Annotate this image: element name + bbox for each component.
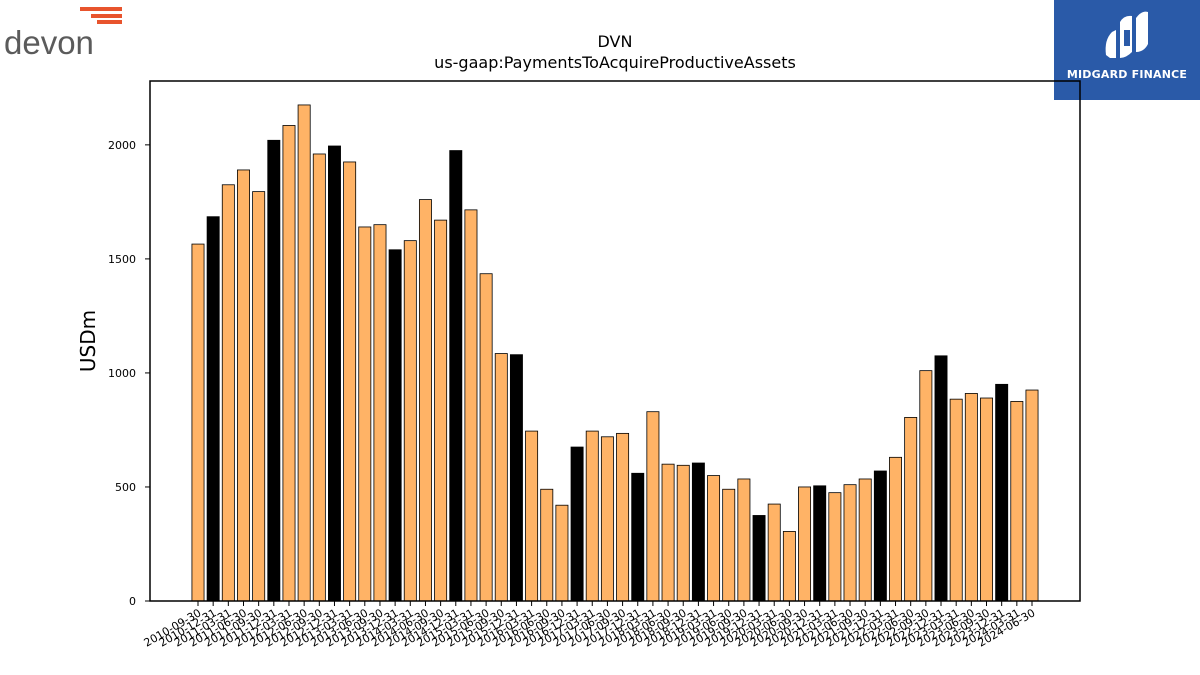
bar — [328, 145, 341, 602]
bar — [646, 411, 660, 602]
bar — [661, 463, 675, 602]
bar — [600, 436, 614, 602]
bar — [282, 125, 296, 602]
bar — [752, 515, 766, 602]
devon-logo: devon — [0, 0, 130, 70]
bars-group — [191, 104, 1039, 602]
y-tick-label: 0 — [129, 595, 136, 608]
bar — [843, 484, 857, 602]
bar — [267, 139, 281, 602]
bar — [616, 432, 630, 602]
bar — [540, 488, 554, 602]
bar — [252, 191, 266, 602]
midgard-finance-logo: MIDGARD FINANCE — [1054, 0, 1200, 100]
y-tick-label: 1500 — [108, 253, 136, 266]
bar — [388, 249, 402, 602]
bar — [479, 273, 493, 602]
chart-title-block: DVN us-gaap:PaymentsToAcquireProductiveA… — [150, 31, 1080, 73]
bar — [221, 184, 235, 602]
bar — [555, 504, 569, 602]
bar — [358, 226, 372, 602]
bar — [873, 470, 887, 602]
bar — [1010, 401, 1024, 602]
bar — [434, 219, 448, 602]
bar — [343, 161, 357, 602]
bar — [949, 398, 963, 602]
bar — [525, 430, 539, 602]
bar — [737, 478, 751, 602]
y-tick-label: 2000 — [108, 139, 136, 152]
bar — [691, 462, 705, 602]
bar — [904, 416, 918, 602]
bar — [418, 199, 432, 602]
bar — [889, 456, 902, 602]
y-tick-label: 500 — [115, 481, 136, 494]
bar — [297, 104, 311, 602]
bar — [449, 150, 463, 602]
bar — [980, 397, 993, 602]
midgard-logo-mark-icon — [1105, 11, 1148, 58]
bar — [494, 353, 508, 602]
devon-logo-bar — [80, 7, 122, 11]
bar — [782, 531, 796, 602]
bar — [995, 383, 1009, 602]
bar — [191, 243, 205, 602]
y-axis-label: USDm — [76, 310, 100, 372]
bar — [1025, 389, 1039, 602]
bar — [570, 446, 584, 602]
bar — [509, 354, 523, 602]
devon-logo-bar — [91, 14, 122, 18]
bar — [631, 472, 645, 602]
bar — [237, 169, 250, 602]
bar — [858, 478, 872, 602]
bar — [464, 209, 478, 602]
bar — [373, 224, 387, 602]
devon-logo-text: devon — [4, 24, 94, 61]
y-tick-label: 1000 — [108, 367, 136, 380]
devon-logo-bar — [97, 20, 122, 24]
bar — [403, 240, 417, 602]
y-axis: 0 500 1000 1500 2000 — [108, 139, 150, 608]
x-axis: 2010-09-302010-12-312011-03-312011-06-30… — [142, 601, 1038, 650]
chart-title: DVN — [597, 32, 633, 51]
bar — [767, 503, 781, 602]
chart-subtitle: us-gaap:PaymentsToAcquireProductiveAsset… — [434, 53, 796, 72]
bar — [585, 430, 599, 602]
midgard-logo-text: MIDGARD FINANCE — [1066, 68, 1188, 81]
bar — [206, 216, 220, 602]
devon-logo-graphic: devon — [4, 7, 122, 61]
bar — [919, 370, 933, 602]
bar — [813, 485, 827, 602]
plot-frame — [149, 80, 1081, 602]
bar — [676, 464, 690, 602]
bar — [798, 486, 812, 602]
bar — [828, 492, 842, 602]
bar — [964, 393, 978, 602]
bar — [707, 475, 721, 602]
bar — [312, 153, 326, 602]
bar — [722, 488, 736, 602]
bar — [934, 355, 948, 602]
